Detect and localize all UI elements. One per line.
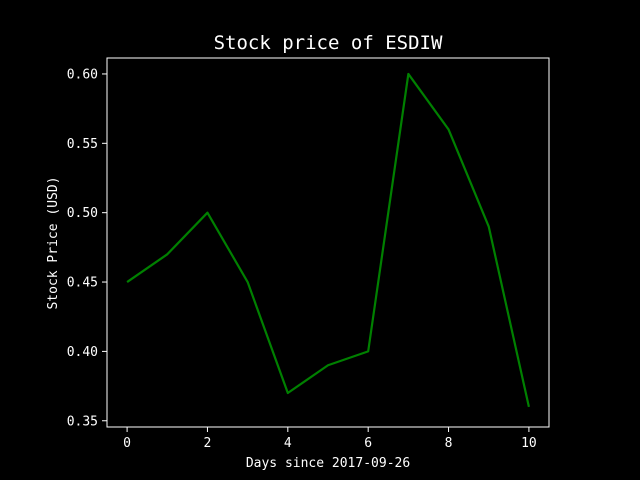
y-tick-label: 0.60 [67,67,98,82]
series-layer [126,72,530,408]
x-tick-label: 10 [521,436,537,451]
plot-frame [106,57,550,428]
y-tick-label: 0.45 [67,276,98,291]
y-axis: 0.35 0.40 0.45 0.50 0.55 0.60 [67,67,107,429]
x-tick-label: 8 [445,436,453,451]
y-axis-title: Stock Price (USD) [46,176,61,309]
y-tick-label: 0.55 [67,137,98,152]
y-tick-label: 0.40 [67,345,98,360]
x-axis-title: Days since 2017-09-26 [246,456,410,471]
x-tick-label: 2 [204,436,212,451]
y-tick-label: 0.50 [67,206,98,221]
x-tick-label: 4 [284,436,292,451]
y-tick-label: 0.35 [67,414,98,429]
chart-title: Stock price of ESDIW [214,32,443,54]
x-axis: 0 2 4 6 8 10 [123,427,537,451]
x-tick-label: 0 [123,436,131,451]
series-line [126,72,530,408]
x-tick-label: 6 [364,436,372,451]
